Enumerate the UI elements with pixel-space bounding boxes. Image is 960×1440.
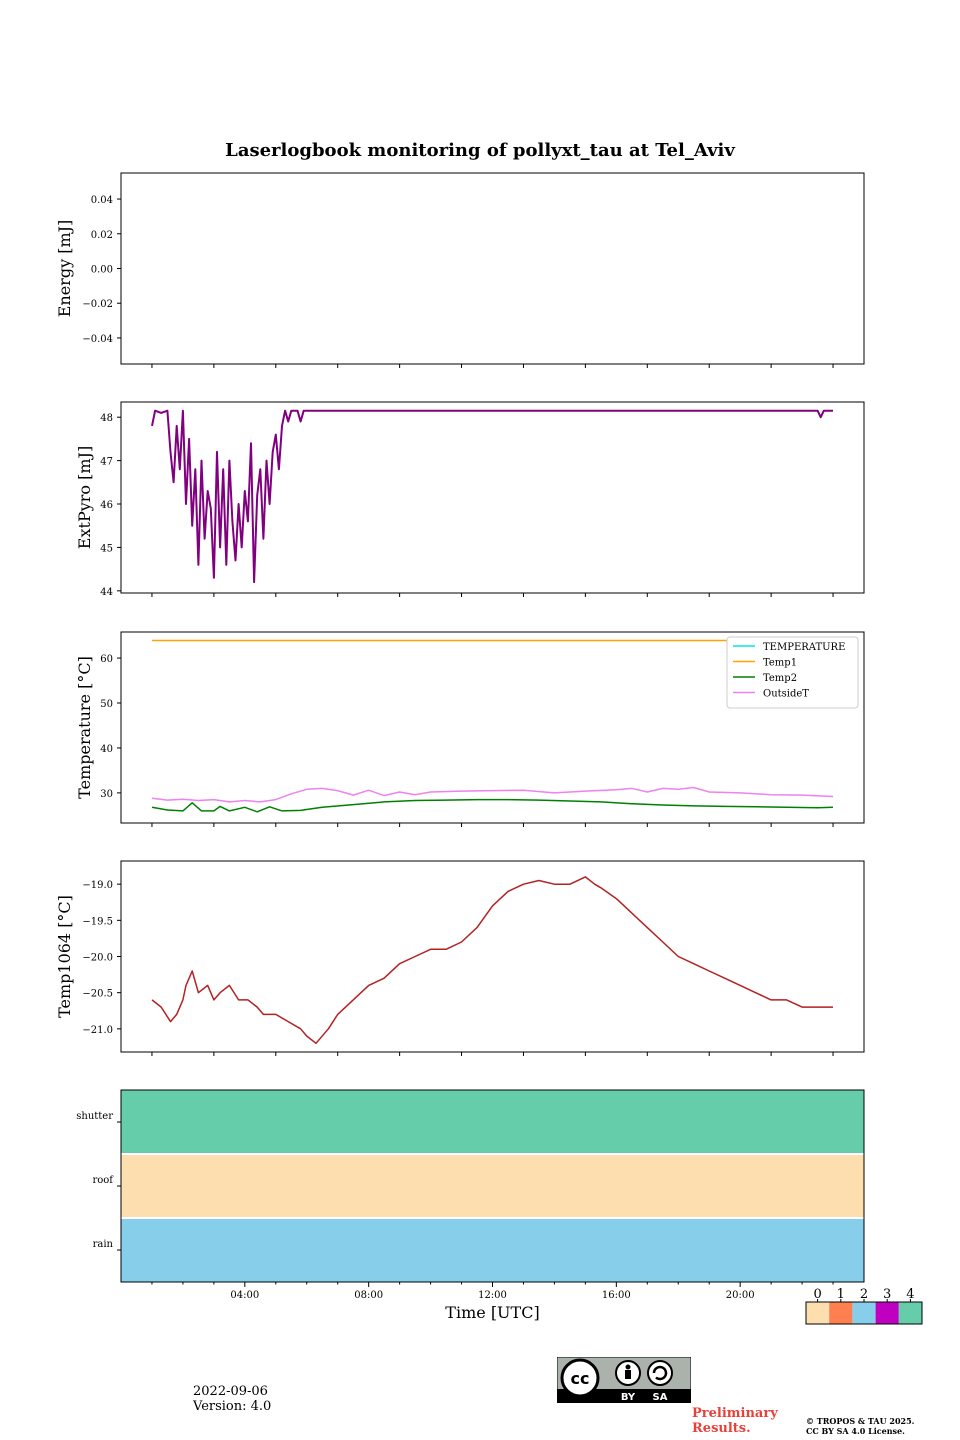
status-label: shutter bbox=[76, 1111, 113, 1122]
y-axis-label: ExtPyro [mJ] bbox=[75, 446, 94, 549]
panel-2: 48 47 46 45 44 ExtPyro [mJ] bbox=[75, 401, 865, 598]
legend-label: Temp1 bbox=[763, 658, 797, 669]
legend-label: TEMPERATURE bbox=[763, 642, 845, 653]
copyright-line-2: CC BY SA 4.0 License. bbox=[806, 1426, 905, 1436]
y-axis-label: Temp1064 [°C] bbox=[55, 895, 74, 1018]
ytick-label: −21.0 bbox=[82, 1025, 113, 1036]
ytick-label: 0.00 bbox=[91, 265, 113, 276]
status-band-rain bbox=[121, 1219, 864, 1282]
series-line-temp2 bbox=[151, 798, 834, 813]
colorbar-tick-label: 2 bbox=[860, 1287, 868, 1302]
panel-1: 0.04 0.02 0.00 −0.02 −0.04 Energy [mJ] bbox=[55, 172, 865, 368]
colorbar-tick-label: 3 bbox=[883, 1287, 891, 1302]
xtick-label: 04:00 bbox=[230, 1290, 259, 1301]
preliminary-line-1: Preliminary bbox=[692, 1406, 778, 1421]
ytick-label: 0.04 bbox=[91, 195, 113, 206]
ytick-label: 47 bbox=[100, 457, 113, 468]
axes-frame bbox=[120, 631, 865, 824]
ytick-label: −0.02 bbox=[82, 299, 113, 310]
xtick-label: 08:00 bbox=[354, 1290, 383, 1301]
ytick-label: 46 bbox=[100, 500, 113, 511]
legend-label: OutsideT bbox=[763, 689, 809, 700]
colorbar-cell bbox=[806, 1302, 830, 1324]
series-line-p4 bbox=[151, 876, 833, 1045]
colorbar-cell bbox=[875, 1302, 899, 1324]
sa-icon bbox=[647, 1360, 673, 1386]
ytick-label: 44 bbox=[100, 587, 113, 598]
series-line-p2 bbox=[151, 409, 833, 584]
sa-label: SA bbox=[653, 1392, 668, 1403]
colorbar-cell bbox=[898, 1302, 922, 1324]
axes-frame bbox=[120, 172, 865, 365]
panel-5: shutter roof rain 04:00 08:00 12:00 16:00 20:00… bbox=[76, 1089, 865, 1322]
ytick-label: 45 bbox=[100, 543, 113, 554]
xtick-label: 20:00 bbox=[726, 1290, 755, 1301]
x-axis-label: Time [UTC] bbox=[445, 1303, 539, 1322]
ytick-label: 50 bbox=[100, 699, 113, 710]
ytick-label: 0.02 bbox=[91, 230, 113, 241]
xtick-label: 16:00 bbox=[602, 1290, 631, 1301]
colorbar-tick-label: 0 bbox=[813, 1287, 821, 1302]
y-axis-label: Energy [mJ] bbox=[55, 220, 74, 318]
chart-title: Laserlogbook monitoring of pollyxt_tau a… bbox=[225, 140, 735, 161]
preliminary-note: Preliminary Results. bbox=[692, 1406, 778, 1436]
ytick-label: −19.0 bbox=[82, 880, 113, 891]
ytick-label: −20.5 bbox=[82, 989, 113, 1000]
axes-frame bbox=[120, 860, 865, 1053]
colorbar-cell bbox=[829, 1302, 853, 1324]
preliminary-line-2: Results. bbox=[692, 1421, 751, 1436]
status-band-roof bbox=[121, 1155, 864, 1217]
colorbar-tick-label: 1 bbox=[837, 1287, 845, 1302]
ytick-label: 48 bbox=[100, 413, 113, 424]
axes-frame bbox=[120, 401, 865, 594]
by-label: BY bbox=[621, 1392, 636, 1403]
y-axis-label: Temperature [°C] bbox=[75, 656, 94, 799]
copyright-note: © TROPOS & TAU 2025. CC BY SA 4.0 Licens… bbox=[806, 1416, 914, 1436]
status-label: rain bbox=[93, 1239, 114, 1250]
status-label: roof bbox=[92, 1175, 114, 1186]
copyright-line-1: © TROPOS & TAU 2025. bbox=[806, 1416, 915, 1426]
colorbar-tick-label: 4 bbox=[906, 1287, 914, 1302]
panel-3: 60 50 40 30 Temperature [°C] TEMPERATURE Temp1… bbox=[75, 631, 865, 827]
ytick-label: −19.5 bbox=[82, 916, 113, 927]
svg-text:cc: cc bbox=[571, 1369, 590, 1388]
panel-4: −19.0 −19.5 −20.0 −20.5 −21.0 Temp1064 [°C] bbox=[55, 860, 865, 1056]
date-label: 2022-09-06 bbox=[193, 1384, 268, 1399]
version-label: Version: 4.0 bbox=[193, 1399, 272, 1414]
legend-label: Temp2 bbox=[763, 673, 797, 684]
colorbar-cell bbox=[852, 1302, 876, 1324]
legend-box bbox=[726, 636, 859, 709]
status-band-shutter bbox=[121, 1090, 864, 1153]
ytick-label: 40 bbox=[100, 744, 113, 755]
series-line-outsidet bbox=[151, 786, 834, 803]
cc-license-badge: cc BY SA bbox=[557, 1357, 691, 1403]
xtick-label: 12:00 bbox=[478, 1290, 507, 1301]
ytick-label: −0.04 bbox=[82, 334, 113, 345]
ytick-label: 60 bbox=[100, 654, 113, 665]
ytick-label: −20.0 bbox=[82, 953, 113, 964]
ytick-label: 30 bbox=[100, 789, 113, 800]
